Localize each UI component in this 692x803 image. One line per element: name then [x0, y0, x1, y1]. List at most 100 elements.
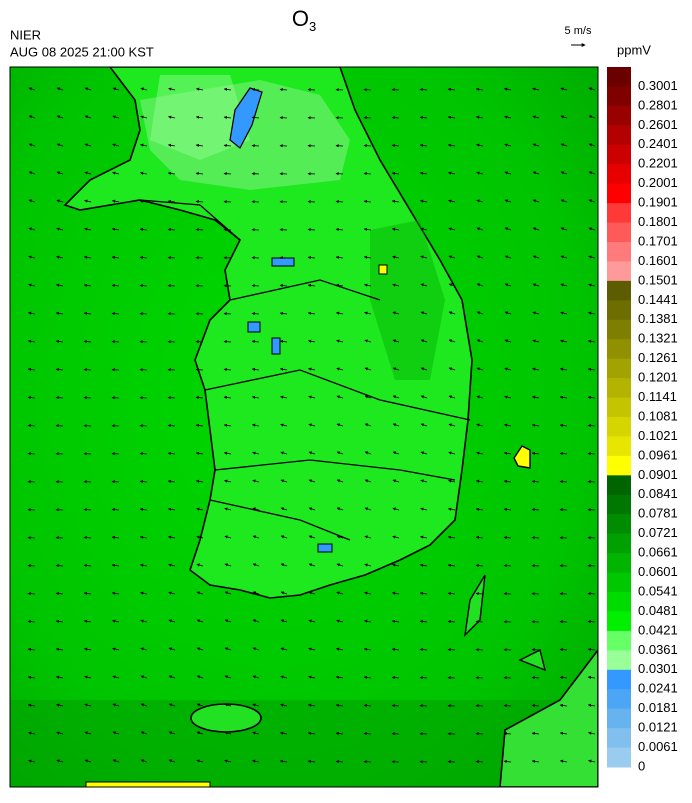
colorbar-label: 0.1141	[638, 389, 677, 404]
colorbar-swatch	[607, 203, 631, 223]
jeju-island	[191, 704, 261, 732]
source: NIER	[10, 27, 41, 42]
colorbar-label: 0.0901	[638, 467, 678, 482]
colorbar-label: 0.0421	[638, 622, 678, 637]
colorbar-swatch	[607, 592, 631, 612]
blue-patch	[272, 338, 280, 354]
wind-arrow	[308, 229, 315, 230]
colorbar-swatch	[607, 145, 631, 165]
wind-arrow	[140, 453, 147, 454]
blue-patch	[248, 322, 260, 332]
yellow-patch	[379, 265, 387, 274]
wind-scale-label: 5 m/s	[565, 25, 592, 37]
unit: ppmV	[617, 42, 651, 57]
wind-arrow	[560, 649, 567, 650]
colorbar-label: 0.1201	[638, 370, 678, 385]
colorbar-label: 0.1801	[638, 214, 678, 229]
colorbar-swatch	[607, 339, 631, 359]
colorbar: 0.30010.28010.26010.24010.22010.20010.19…	[607, 67, 678, 773]
colorbar-label: 0.0721	[638, 525, 678, 540]
wind-arrow	[56, 397, 63, 398]
colorbar-swatch	[607, 359, 631, 379]
colorbar-swatch	[607, 728, 631, 748]
colorbar-label: 0.0061	[638, 739, 678, 754]
colorbar-label: 0.0541	[638, 583, 678, 598]
colorbar-label: 0.2001	[638, 175, 678, 190]
wind-arrow	[364, 145, 371, 146]
colorbar-swatch	[607, 495, 631, 515]
colorbar-swatch	[607, 514, 631, 534]
wind-arrow	[588, 453, 595, 454]
colorbar-label: 0.1501	[638, 272, 678, 287]
wind-arrow	[112, 481, 119, 482]
colorbar-label: 0.0361	[638, 642, 678, 657]
datetime: AUG 08 2025 21:00 KST	[10, 44, 154, 59]
wind-arrow	[280, 257, 287, 258]
colorbar-label: 0.1701	[638, 233, 678, 248]
colorbar-swatch	[607, 378, 631, 398]
wind-arrow	[168, 257, 175, 258]
colorbar-swatch	[607, 67, 631, 87]
wind-arrow	[140, 285, 147, 286]
wind-arrow	[224, 173, 231, 174]
wind-arrow	[476, 761, 483, 762]
colorbar-swatch	[607, 573, 631, 593]
yellow-patch	[86, 782, 210, 790]
title-sub: 3	[309, 19, 316, 34]
colorbar-swatch	[607, 670, 631, 690]
colorbar-label: 0.0301	[638, 661, 678, 676]
colorbar-swatch	[607, 689, 631, 709]
colorbar-swatch	[607, 475, 631, 495]
wind-arrow	[532, 677, 539, 678]
colorbar-swatch	[607, 281, 631, 301]
colorbar-swatch	[607, 261, 631, 281]
colorbar-swatch	[607, 242, 631, 262]
wind-arrow	[420, 677, 427, 678]
colorbar-swatch	[607, 709, 631, 729]
colorbar-label: 0.0961	[638, 447, 678, 462]
colorbar-swatch	[607, 398, 631, 418]
colorbar-swatch	[607, 553, 631, 573]
colorbar-label: 0.1441	[638, 292, 678, 307]
colorbar-label: 0.1021	[638, 428, 678, 443]
colorbar-swatch	[607, 184, 631, 204]
colorbar-label: 0.1601	[638, 253, 678, 268]
wind-arrow	[392, 117, 399, 118]
wind-arrow	[252, 145, 259, 146]
title-main: O	[292, 6, 309, 31]
wind-arrow	[84, 369, 91, 370]
colorbar-label: 0.0781	[638, 506, 678, 521]
colorbar-swatch	[607, 106, 631, 126]
wind-arrow	[392, 705, 399, 706]
title: O3	[292, 6, 316, 35]
colorbar-label: 0.1381	[638, 311, 678, 326]
map	[10, 67, 598, 790]
colorbar-label: 0.0661	[638, 545, 678, 560]
colorbar-label: 0.0121	[638, 720, 678, 735]
colorbar-label: 0.2801	[638, 97, 678, 112]
wind-arrow	[476, 593, 483, 594]
colorbar-swatch	[607, 534, 631, 554]
blue-patch	[272, 258, 294, 266]
wind-arrow	[224, 341, 231, 342]
colorbar-label: 0.0481	[638, 603, 678, 618]
colorbar-label: 0.2401	[638, 136, 678, 151]
colorbar-swatch	[607, 650, 631, 670]
colorbar-label: 0.2201	[638, 156, 678, 171]
colorbar-swatch	[607, 631, 631, 651]
colorbar-swatch	[607, 417, 631, 437]
blue-patch	[318, 544, 332, 552]
colorbar-label: 0.1321	[638, 331, 678, 346]
colorbar-label: 0.1081	[638, 408, 678, 423]
wind-arrow	[196, 369, 203, 370]
colorbar-swatch	[607, 125, 631, 145]
wind-arrow	[504, 565, 511, 566]
colorbar-swatch	[607, 300, 631, 320]
colorbar-swatch	[607, 86, 631, 106]
colorbar-label: 0.1901	[638, 195, 678, 210]
colorbar-label: 0.2601	[638, 117, 678, 132]
colorbar-label: 0.0181	[638, 700, 678, 715]
colorbar-swatch	[607, 611, 631, 631]
wind-arrow	[56, 565, 63, 566]
colorbar-swatch	[607, 223, 631, 243]
